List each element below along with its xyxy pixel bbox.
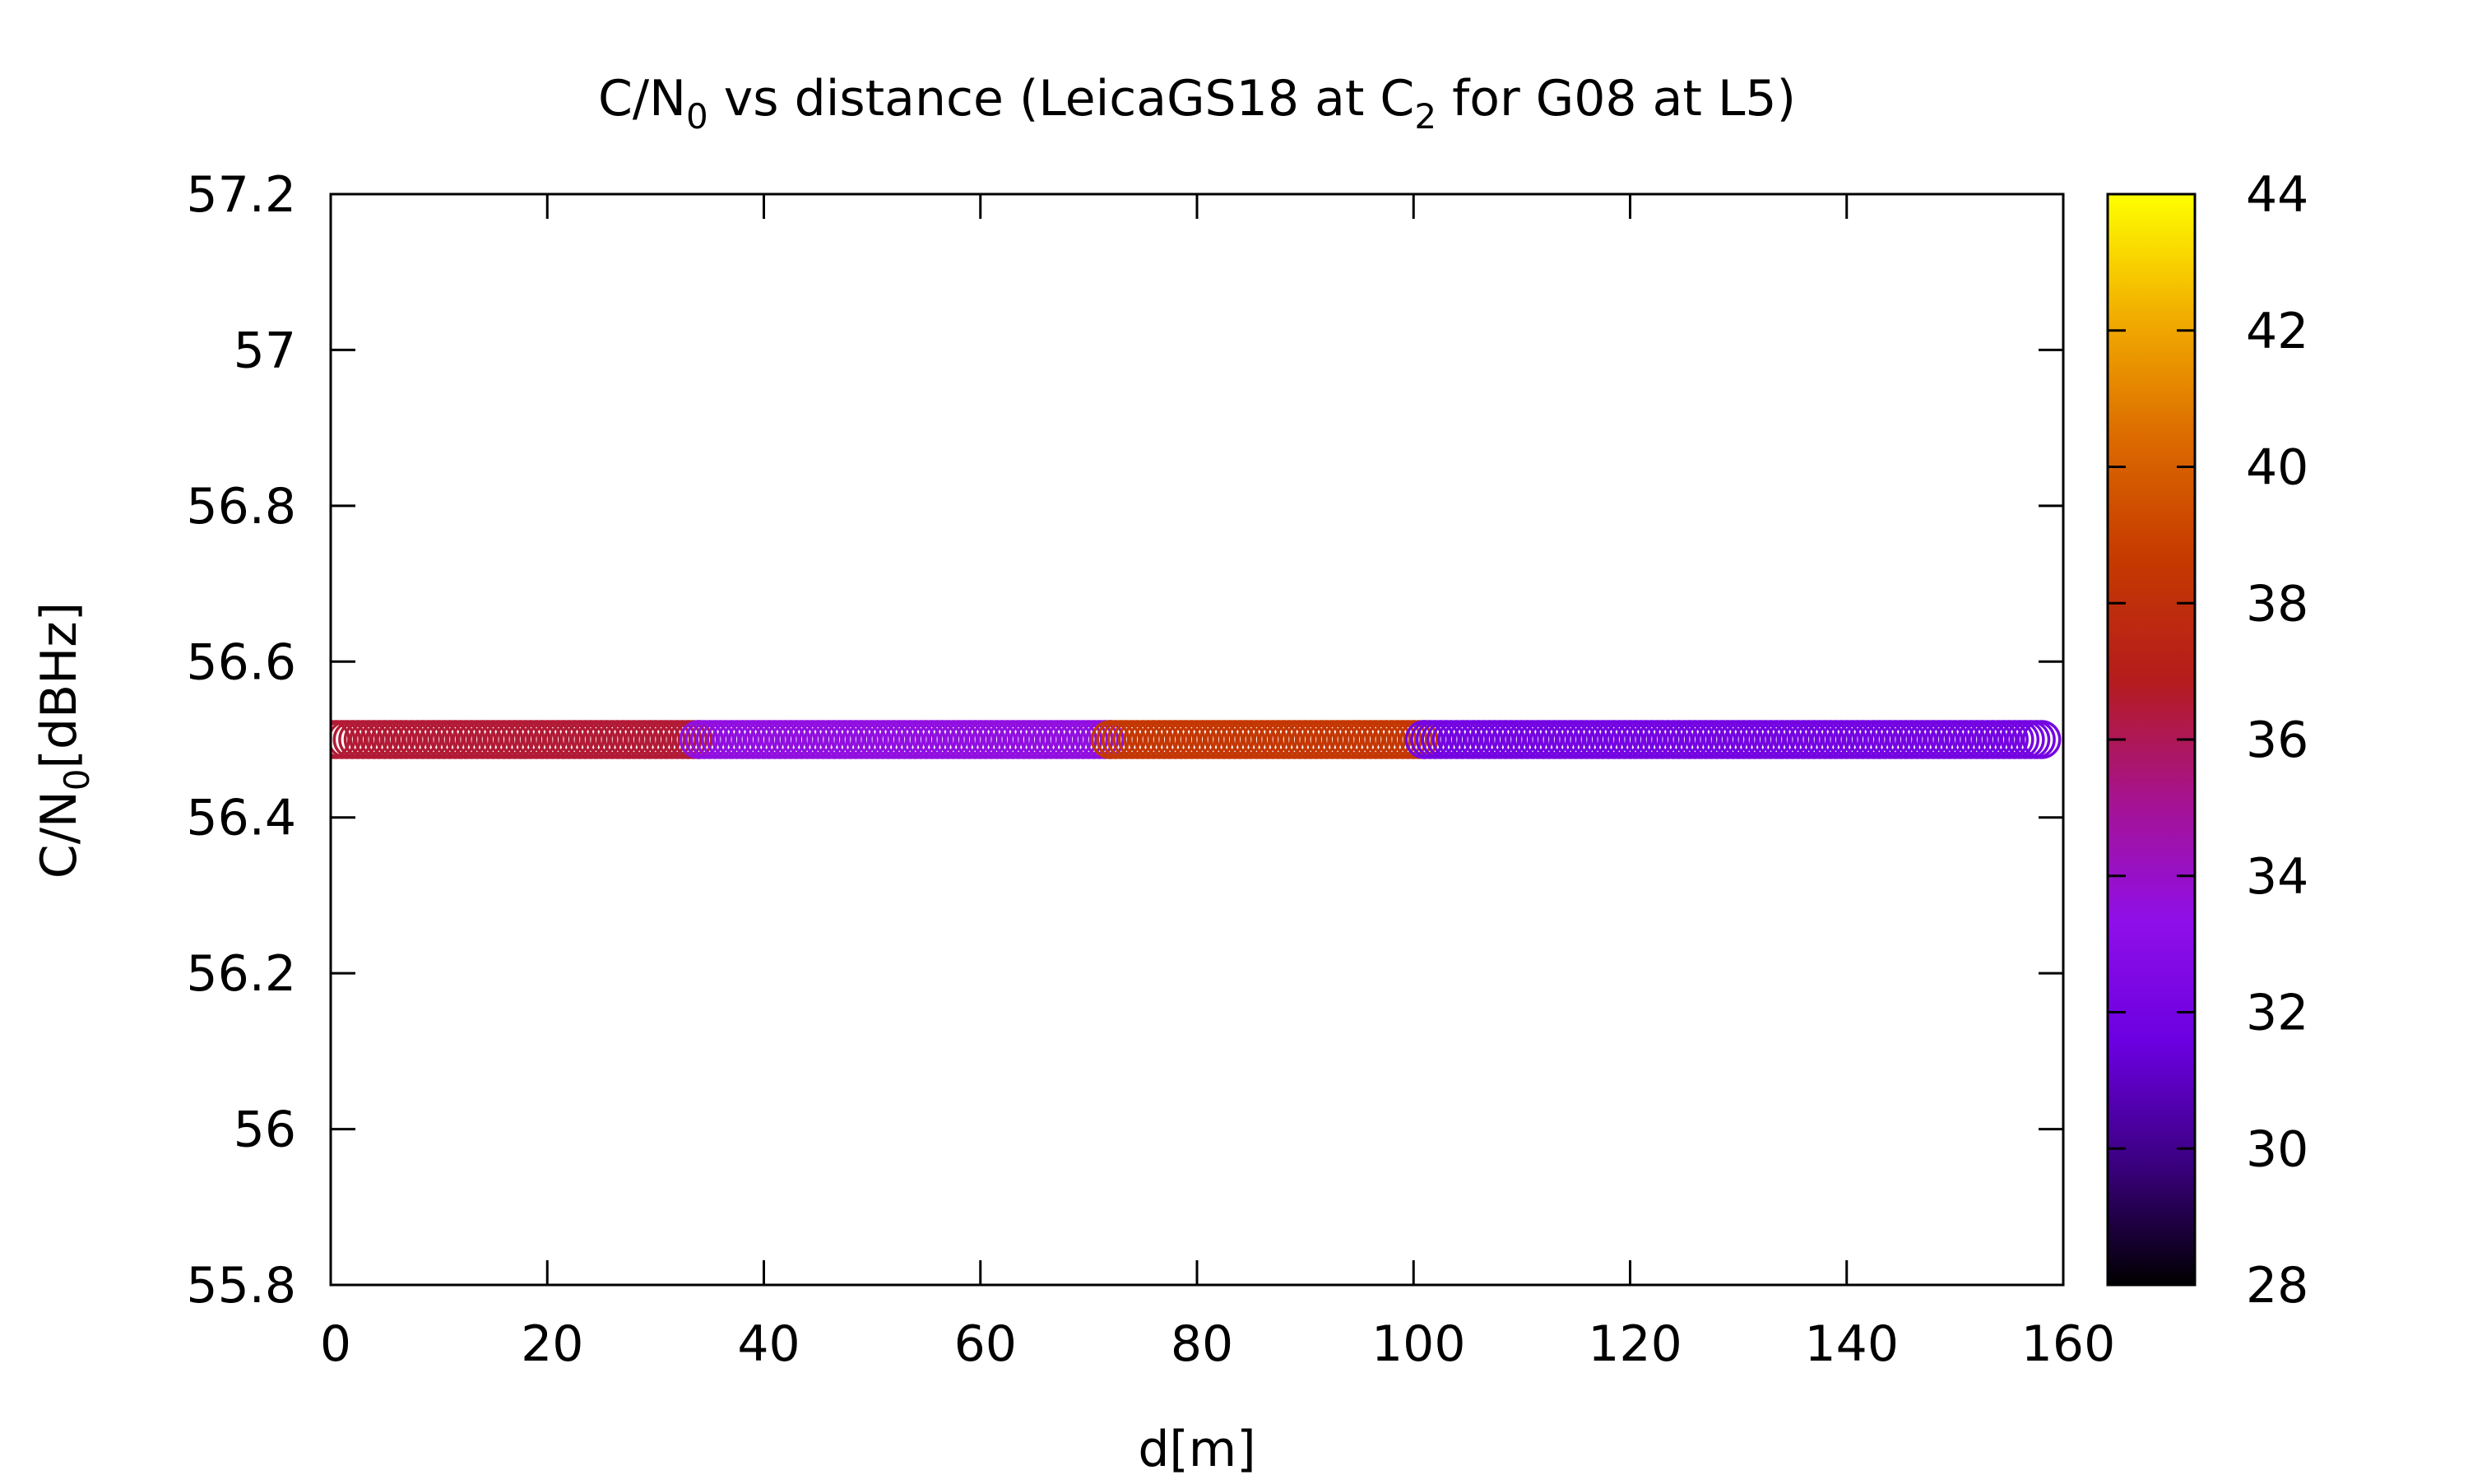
y-tick-label: 56 xyxy=(234,1101,296,1159)
x-tick-label: 60 xyxy=(954,1315,1017,1373)
axis-ticks xyxy=(329,192,2065,1287)
colorbar-tick-label: 28 xyxy=(2246,1257,2308,1315)
data-point xyxy=(2021,720,2062,759)
y-tick-label: 57.2 xyxy=(186,166,296,224)
x-tick-label: 20 xyxy=(521,1315,583,1373)
y-axis-label: C/N0[dBHz] xyxy=(30,602,97,879)
colorbar-ticks: 28 30 32 34 36 38 40 42 44 xyxy=(2108,166,2308,1315)
colorbar-tick-label: 42 xyxy=(2246,303,2308,360)
colorbar-tick-label: 34 xyxy=(2246,848,2308,906)
x-tick-label: 40 xyxy=(737,1315,800,1373)
plot-frame xyxy=(329,192,2065,1287)
x-tick-label: 160 xyxy=(2021,1315,2116,1373)
x-tick-label: 120 xyxy=(1588,1315,1682,1373)
x-tick-label: 100 xyxy=(1371,1315,1466,1373)
colorbar-tick-label: 38 xyxy=(2246,575,2308,633)
axis-tick-labels: 0 20 40 60 80 100 120 140 160 55.8 56 56.2 56.4 56.6 5… xyxy=(186,166,2115,1373)
colorbar-tick-label: 30 xyxy=(2246,1120,2308,1178)
chart-title: C/N0 vs distance (LeicaGS18 at C2 for G0… xyxy=(598,70,1796,137)
y-tick-label: 56.2 xyxy=(186,945,296,1003)
colorbar-tick-label: 32 xyxy=(2246,985,2308,1042)
y-tick-label: 56.4 xyxy=(186,790,296,847)
colorbar-tick-label: 44 xyxy=(2246,166,2308,224)
data-points xyxy=(331,720,2062,759)
y-tick-label: 56.8 xyxy=(186,478,296,536)
x-tick-label: 140 xyxy=(1804,1315,1899,1373)
x-tick-label: 80 xyxy=(1171,1315,1233,1373)
y-tick-label: 56.6 xyxy=(186,633,296,691)
colorbar-tick-label: 36 xyxy=(2246,712,2308,769)
y-tick-label: 57 xyxy=(234,322,296,379)
x-axis-label: d[m] xyxy=(1138,1421,1255,1478)
y-tick-label: 55.8 xyxy=(186,1257,296,1315)
colorbar-tick-label: 40 xyxy=(2246,439,2308,497)
data-point xyxy=(331,720,350,759)
x-tick-label: 0 xyxy=(320,1315,351,1373)
